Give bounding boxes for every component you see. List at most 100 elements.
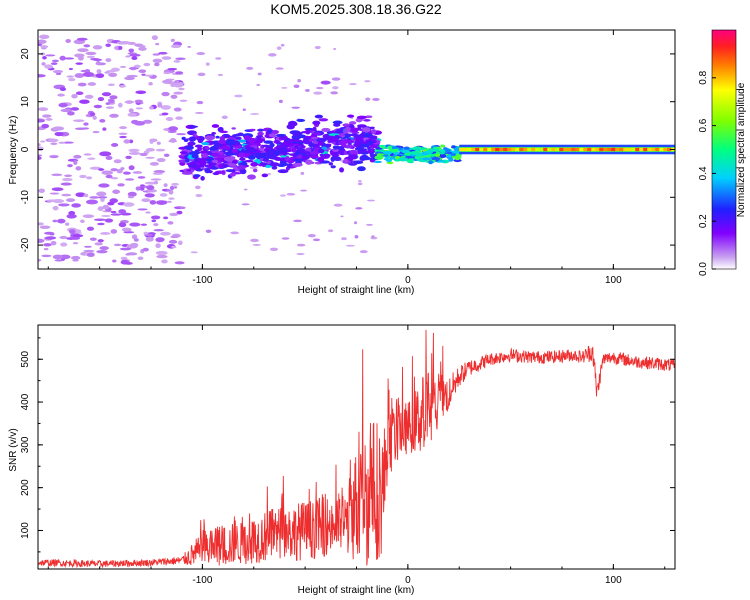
heat-cell — [108, 98, 115, 104]
heat-cell — [444, 148, 451, 153]
heat-cell — [333, 156, 342, 162]
heat-cell — [167, 221, 174, 225]
heat-cell — [161, 56, 172, 60]
heat-cell — [443, 147, 448, 150]
heat-cell — [309, 155, 319, 159]
heat-cell — [415, 156, 420, 160]
heat-cell — [181, 171, 193, 175]
heat-cell — [110, 213, 122, 216]
heat-cell — [254, 140, 263, 144]
heat-cell — [75, 192, 86, 198]
heat-cell — [219, 130, 228, 134]
heat-cell — [635, 147, 640, 152]
heat-cell — [38, 188, 45, 194]
heat-cell — [201, 142, 210, 146]
heat-cell — [353, 221, 358, 225]
heat-cell — [281, 237, 290, 240]
heat-cell — [149, 138, 158, 143]
heat-cell — [316, 86, 324, 90]
heat-cell — [195, 185, 201, 190]
heat-cell — [179, 99, 188, 102]
heat-cell — [155, 243, 161, 249]
heat-cell — [252, 243, 261, 246]
heat-cell — [161, 189, 167, 192]
heat-cell — [406, 158, 414, 163]
heat-cell — [318, 118, 329, 122]
heat-cell — [149, 200, 157, 205]
heat-cell — [38, 238, 45, 243]
heat-cell — [171, 245, 177, 249]
heat-cell — [333, 203, 343, 207]
heat-cell — [603, 147, 608, 152]
heat-cell — [146, 185, 155, 191]
colorbar-tick-label: 0.0 — [698, 262, 709, 276]
heat-cell — [45, 54, 56, 57]
heat-cell — [117, 183, 125, 187]
heat-cell — [140, 223, 148, 226]
heat-cell — [430, 148, 440, 152]
heat-cell — [327, 137, 339, 143]
heat-cell — [38, 143, 41, 147]
y-tick-label: 0 — [20, 146, 31, 152]
heat-cell — [82, 71, 95, 77]
heat-cell — [471, 147, 476, 152]
heat-cell — [128, 108, 134, 113]
heat-cell — [197, 72, 206, 77]
heat-cell — [459, 147, 464, 152]
heat-cell — [118, 209, 127, 214]
x-tick-label: 0 — [405, 275, 411, 286]
heat-cell — [143, 231, 149, 235]
heat-cell — [92, 115, 97, 120]
heat-cell — [304, 89, 310, 92]
heat-cell — [75, 62, 83, 65]
heat-cell — [99, 151, 112, 157]
heat-cell — [479, 147, 484, 152]
colorbar-tick-label: 0.8 — [698, 70, 709, 84]
heat-cell — [421, 152, 430, 156]
heat-cell — [211, 131, 216, 135]
heat-cell — [555, 147, 560, 152]
x-tick-label: -100 — [192, 275, 212, 286]
heat-cell — [194, 144, 203, 148]
heat-cell — [211, 159, 218, 163]
heat-cell — [52, 198, 65, 204]
snr-x-label: Height of straight line (km) — [298, 585, 415, 596]
spectrogram-y-label: Frequency (Hz) — [8, 116, 19, 185]
heat-cell — [93, 218, 106, 222]
heat-cell — [188, 143, 193, 147]
heat-cell — [567, 147, 572, 152]
heat-cell — [364, 80, 371, 83]
heat-cell — [358, 180, 362, 183]
heat-cell — [204, 146, 210, 151]
heat-cell — [369, 126, 375, 130]
heat-cell — [250, 162, 259, 167]
heat-cell — [71, 203, 82, 208]
heat-cell — [102, 127, 107, 131]
heat-cell — [356, 124, 367, 128]
heat-cell — [278, 147, 288, 153]
heat-cell — [398, 147, 403, 151]
heat-cell — [551, 147, 556, 152]
heat-cell — [250, 113, 260, 115]
heat-cell — [110, 142, 119, 147]
heat-cell — [187, 45, 192, 48]
heat-cell — [128, 151, 141, 156]
snr-series-line — [38, 329, 675, 569]
heat-cell — [70, 255, 81, 260]
heat-cell — [80, 219, 85, 224]
heat-cell — [41, 254, 52, 258]
heat-cell — [92, 45, 103, 50]
heat-cell — [155, 148, 166, 152]
heat-cell — [68, 67, 73, 71]
heat-cell — [344, 133, 353, 137]
heat-cell — [113, 243, 122, 247]
heat-cell — [332, 145, 339, 150]
heat-cell — [102, 204, 110, 210]
heat-cell — [643, 147, 648, 152]
heat-cell — [320, 80, 331, 85]
heat-cell — [156, 254, 168, 259]
heat-cell — [300, 189, 307, 192]
heat-cell — [639, 147, 644, 152]
heat-cell — [262, 144, 270, 148]
heat-cell — [158, 51, 168, 55]
